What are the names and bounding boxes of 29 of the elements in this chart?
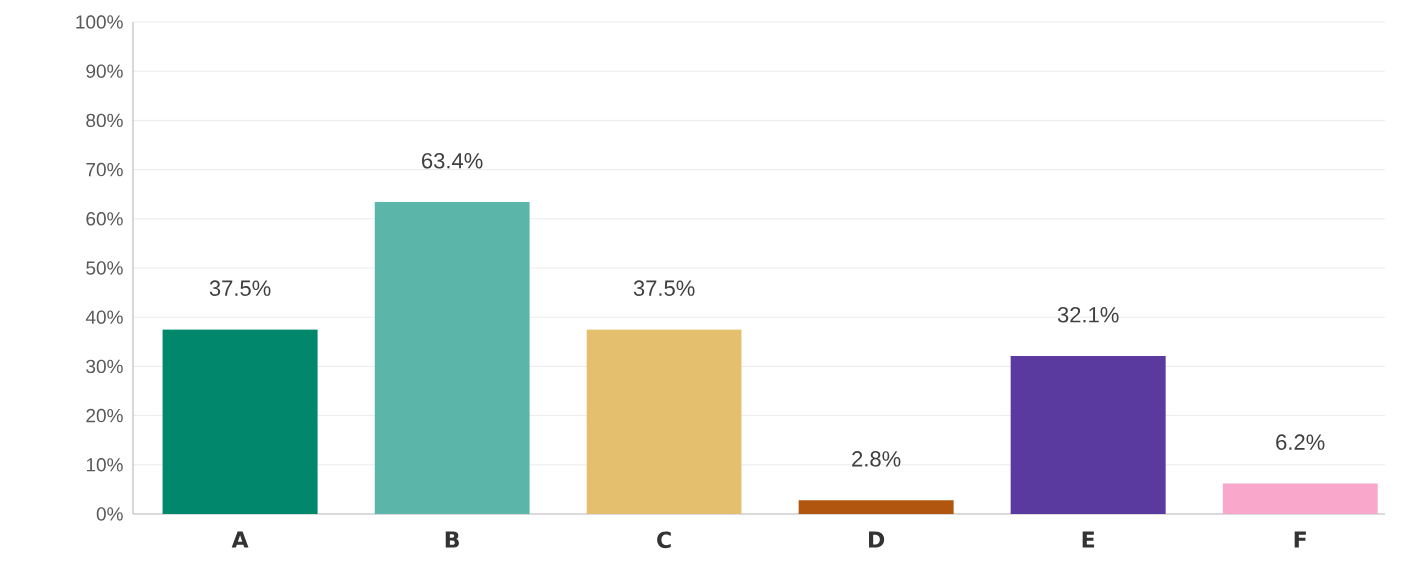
bar bbox=[374, 202, 530, 514]
data-label: 6.2% bbox=[1276, 434, 1325, 450]
bar bbox=[586, 329, 742, 514]
bar bbox=[1010, 356, 1166, 514]
y-tick-label: 60% bbox=[86, 212, 123, 226]
y-tick-label: 90% bbox=[86, 64, 123, 78]
bar bbox=[1222, 483, 1378, 514]
bar bbox=[162, 329, 318, 514]
x-tick-label: D bbox=[869, 531, 885, 548]
y-tick-label: 100% bbox=[76, 15, 123, 29]
y-tick-label: 30% bbox=[86, 359, 123, 374]
x-tick-label: C bbox=[657, 531, 671, 549]
x-tick-label: F bbox=[1294, 531, 1306, 548]
x-tick-label: A bbox=[231, 531, 249, 548]
data-label: 63.4% bbox=[422, 152, 483, 169]
x-tick-label: B bbox=[445, 531, 459, 548]
data-label: 37.5% bbox=[633, 280, 695, 296]
data-label: 37.5% bbox=[209, 280, 271, 296]
x-tick-label: E bbox=[1082, 531, 1095, 548]
bar bbox=[798, 500, 954, 514]
y-tick-label: 10% bbox=[86, 458, 123, 472]
data-label: 2.8% bbox=[852, 451, 901, 467]
y-tick-label: 20% bbox=[86, 408, 123, 423]
y-tick-label: 80% bbox=[86, 113, 123, 128]
y-tick-label: 0% bbox=[96, 507, 123, 521]
y-tick-label: 50% bbox=[86, 261, 123, 275]
data-label: 32.1% bbox=[1057, 306, 1119, 323]
y-tick-label: 40% bbox=[85, 310, 123, 324]
y-tick-label: 70% bbox=[86, 162, 123, 177]
